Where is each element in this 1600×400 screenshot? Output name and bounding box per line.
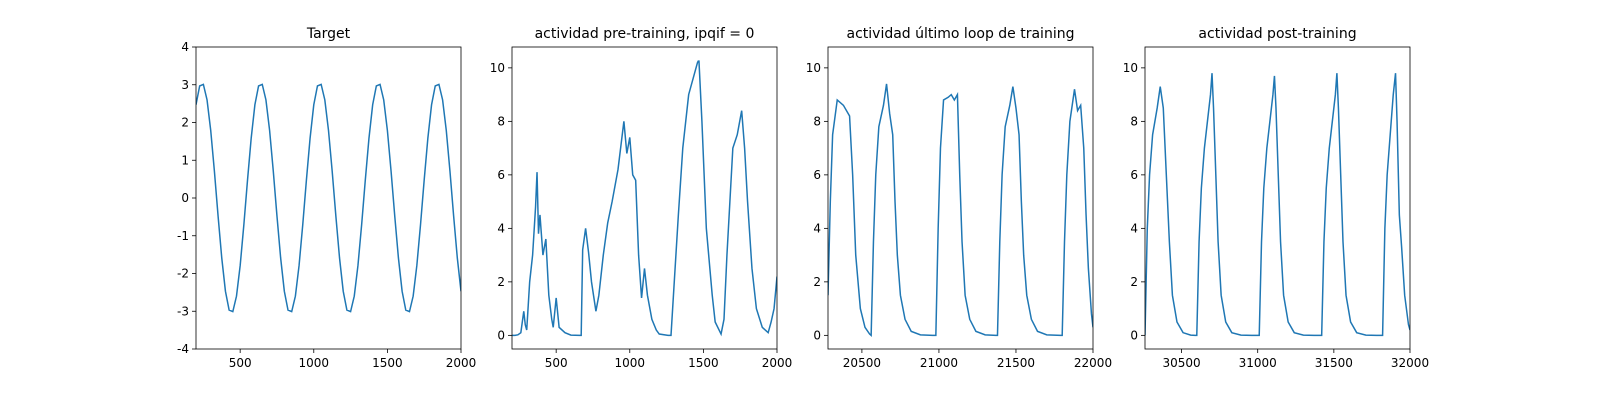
subplot-title: actividad pre-training, ipqif = 0 — [535, 26, 755, 42]
x-tick-label: 2000 — [446, 356, 477, 370]
y-tick-label: 4 — [497, 221, 505, 235]
x-tick-label: 31000 — [1239, 356, 1277, 370]
y-tick-label: 6 — [1130, 168, 1138, 182]
x-tick-label: 1500 — [372, 356, 403, 370]
y-tick-label: 10 — [490, 61, 505, 75]
y-tick-label: 10 — [1123, 61, 1138, 75]
y-tick-label: 0 — [497, 328, 505, 342]
y-tick-label: 4 — [1130, 221, 1138, 235]
y-tick-label: 0 — [813, 328, 821, 342]
data-line — [1145, 73, 1410, 337]
axes-frame — [511, 46, 778, 350]
y-tick-label: 6 — [813, 168, 821, 182]
subplot-title: Target — [306, 26, 351, 42]
subplot: actividad pre-training, ipqif = 0 500 1000… — [490, 26, 793, 370]
x-tick-label: 22000 — [1074, 356, 1112, 370]
y-tick-label: 10 — [806, 61, 821, 75]
y-tick-label: 3 — [181, 78, 189, 92]
x-tick-label: 500 — [229, 356, 252, 370]
y-tick-label: -3 — [177, 304, 189, 318]
y-tick-label: -4 — [177, 342, 189, 356]
y-tick-label: 8 — [813, 114, 821, 128]
y-tick-label: -2 — [177, 267, 189, 281]
y-tick-label: 2 — [181, 116, 189, 130]
plot-area — [828, 83, 1093, 337]
axes-frame — [1144, 46, 1411, 350]
y-tick-label: 1 — [181, 153, 189, 167]
plot-area — [512, 60, 777, 337]
subplot-title: actividad último loop de training — [847, 26, 1075, 42]
y-tick-label: 6 — [497, 168, 505, 182]
axes-frame — [195, 46, 462, 350]
x-tick-label: 500 — [545, 356, 568, 370]
data-line — [828, 83, 1093, 337]
y-tick-label: 2 — [1130, 275, 1138, 289]
subplot: actividad post-training 30500 31000 31500 32… — [1123, 26, 1429, 370]
y-tick-label: 0 — [181, 191, 189, 205]
x-tick-label: 32000 — [1391, 356, 1429, 370]
subplot: Target 500 1000 1500 2000 -4 -3 -2 -1 0 1 2 3 4 — [177, 26, 476, 370]
y-tick-label: 4 — [813, 221, 821, 235]
x-tick-label: 31500 — [1315, 356, 1353, 370]
plot-area — [196, 83, 461, 313]
plot-area — [1145, 73, 1410, 337]
axes-frame — [827, 46, 1094, 350]
x-tick-label: 1500 — [688, 356, 719, 370]
x-tick-label: 21500 — [997, 356, 1035, 370]
x-tick-label: 2000 — [762, 356, 793, 370]
y-tick-label: 8 — [497, 114, 505, 128]
subplot-title: actividad post-training — [1198, 26, 1356, 42]
y-tick-label: 2 — [813, 275, 821, 289]
y-tick-label: 4 — [181, 40, 189, 54]
y-tick-label: 8 — [1130, 114, 1138, 128]
y-tick-label: 0 — [1130, 328, 1138, 342]
y-tick-label: 2 — [497, 275, 505, 289]
data-line — [196, 83, 461, 313]
x-tick-label: 21000 — [920, 356, 958, 370]
x-tick-label: 1000 — [299, 356, 330, 370]
x-tick-label: 1000 — [615, 356, 646, 370]
y-tick-label: -1 — [177, 229, 189, 243]
data-line — [512, 60, 777, 337]
x-tick-label: 20500 — [843, 356, 881, 370]
x-tick-label: 30500 — [1162, 356, 1200, 370]
